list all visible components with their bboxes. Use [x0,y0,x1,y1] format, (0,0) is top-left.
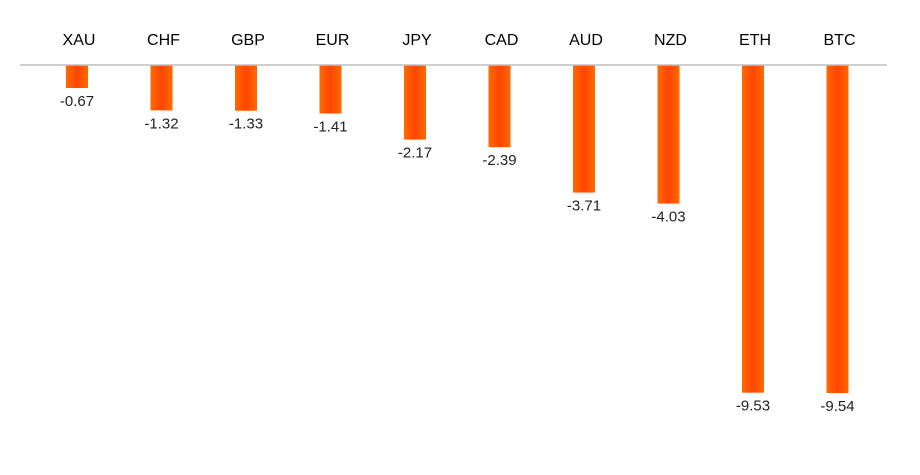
data-label-eur: -1.41 [313,118,347,135]
category-label-eth: ETH [739,32,771,49]
category-label-nzd: NZD [654,32,687,49]
data-label-xau: -0.67 [60,93,94,110]
bar-nzd [657,65,680,204]
bars [66,65,849,393]
category-label-chf: CHF [147,32,180,49]
category-label-btc: BTC [824,32,856,49]
bar-eth [742,65,764,393]
category-label-gbp: GBP [231,32,265,49]
bar-xau [66,65,88,89]
category-label-eur: EUR [316,32,350,49]
category-labels: XAU CHF GBP EUR JPY CAD AUD NZD ETH BTC [63,32,856,49]
data-label-btc: -9.54 [820,398,854,415]
category-label-jpy: JPY [402,32,432,49]
data-label-gbp: -1.33 [229,116,263,133]
bar-chf [150,65,173,111]
bar-jpy [404,65,426,140]
bar-gbp [235,65,257,111]
data-labels: -0.67 -1.32 -1.33 -1.41 -2.17 -2.39 -3.71 -4.03… [60,93,855,415]
data-label-cad: -2.39 [482,152,516,169]
category-label-xau: XAU [63,32,96,49]
data-label-eth: -9.53 [736,398,770,415]
data-label-nzd: -4.03 [651,209,685,226]
data-label-aud: -3.71 [567,198,601,215]
bar-aud [573,65,595,193]
bar-eur [319,65,342,114]
category-label-aud: AUD [569,32,603,49]
bar-cad [488,65,511,148]
category-label-cad: CAD [485,32,519,49]
data-label-jpy: -2.17 [398,145,432,162]
data-label-chf: -1.32 [144,115,178,132]
bar-btc [826,65,849,393]
